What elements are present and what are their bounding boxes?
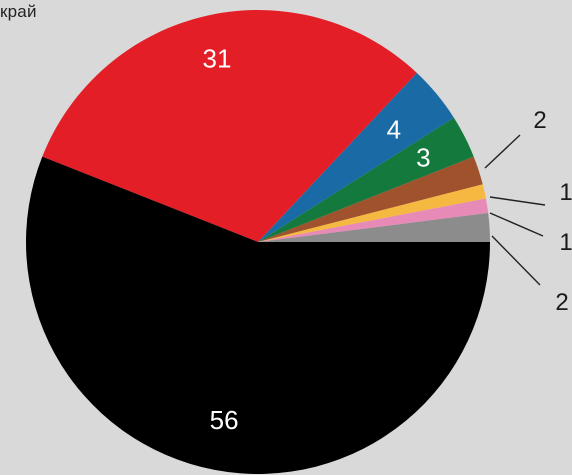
pie-slice-1 (42, 10, 417, 242)
slice-label-5: 1 (559, 179, 572, 206)
leader-line-5 (489, 196, 546, 206)
slice-label-7: 2 (555, 289, 568, 316)
slice-label-4: 2 (533, 107, 546, 134)
pie-slice-4 (258, 156, 483, 242)
pie-slice-2 (258, 72, 454, 242)
pie-slice-5 (258, 184, 486, 242)
slice-label-6: 1 (559, 229, 572, 256)
leader-line-6 (489, 212, 544, 237)
pie-slice-6 (258, 198, 489, 242)
pie-slice-0 (25, 156, 490, 475)
slice-label-0: 56 (210, 405, 239, 435)
slice-label-1: 31 (203, 44, 232, 74)
pie-slice-7 (258, 212, 490, 242)
slice-label-2: 4 (387, 115, 401, 145)
pie-labels: 56 31 43 2 1 1 2 (203, 44, 572, 435)
pie-slices (25, 10, 490, 475)
slice-label-3: 3 (416, 143, 430, 173)
pie-slice-3 (258, 117, 474, 242)
leader-line-4 (484, 134, 521, 169)
leader-line-7 (491, 235, 541, 286)
chart-title: край (0, 2, 37, 21)
